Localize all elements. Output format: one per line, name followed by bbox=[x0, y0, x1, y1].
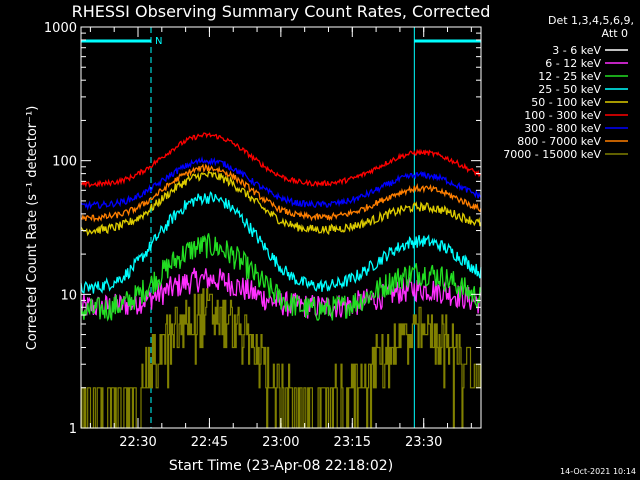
x-tick-label: 22:30 bbox=[119, 435, 156, 450]
legend-label: 25 - 50 keV bbox=[538, 83, 601, 96]
legend-header-line1: Det 1,3,4,5,6,9, bbox=[548, 14, 634, 27]
date-stamp: 14-Oct-2021 10:14 bbox=[560, 467, 636, 476]
x-tick-label: 23:00 bbox=[262, 435, 299, 450]
legend-label: 7000 - 15000 keV bbox=[503, 148, 601, 161]
saa-flag-label: N bbox=[155, 36, 162, 47]
series-line-300-800keV bbox=[80, 155, 482, 211]
y-tick-label: 100 bbox=[52, 155, 77, 170]
x-tick-label: 22:45 bbox=[191, 435, 228, 450]
series-line-25-50keV bbox=[80, 191, 482, 294]
legend-label: 800 - 7000 keV bbox=[517, 135, 601, 148]
axes: 1 10 100 1000 22:30 22:45 23:00 23:15 23:30 bbox=[44, 21, 481, 450]
legend-label: 6 - 12 keV bbox=[545, 57, 601, 70]
legend-label: 3 - 6 keV bbox=[552, 44, 601, 57]
x-axis-label: Start Time (23-Apr-08 22:18:02) bbox=[169, 458, 393, 474]
y-tick-label: 1000 bbox=[44, 21, 77, 36]
legend-label: 300 - 800 keV bbox=[524, 122, 601, 135]
y-axis-label: Corrected Count Rate (s⁻¹ detector⁻¹) bbox=[25, 106, 40, 351]
background-marks: N bbox=[80, 27, 482, 428]
x-tick-label: 23:30 bbox=[405, 435, 442, 450]
legend-header-line2: Att 0 bbox=[602, 27, 628, 40]
chart-title: RHESSI Observing Summary Count Rates, Co… bbox=[72, 2, 491, 21]
legend-label: 100 - 300 keV bbox=[524, 109, 601, 122]
x-tick-label: 23:15 bbox=[334, 435, 371, 450]
series-line-800-7000keV bbox=[80, 163, 482, 223]
y-tick-label: 1 bbox=[69, 422, 77, 437]
plot-frame bbox=[80, 26, 482, 429]
series-line-100-300keV bbox=[80, 132, 482, 188]
series-line-12-25keV bbox=[80, 233, 482, 322]
series-line-50-100keV bbox=[80, 170, 482, 237]
series-line-7000-15000keV bbox=[81, 288, 482, 429]
legend-label: 12 - 25 keV bbox=[538, 70, 601, 83]
y-tick-label: 10 bbox=[60, 288, 77, 303]
data-series bbox=[80, 132, 482, 429]
legend-label: 50 - 100 keV bbox=[531, 96, 601, 109]
series-line-6-12keV bbox=[80, 267, 482, 319]
